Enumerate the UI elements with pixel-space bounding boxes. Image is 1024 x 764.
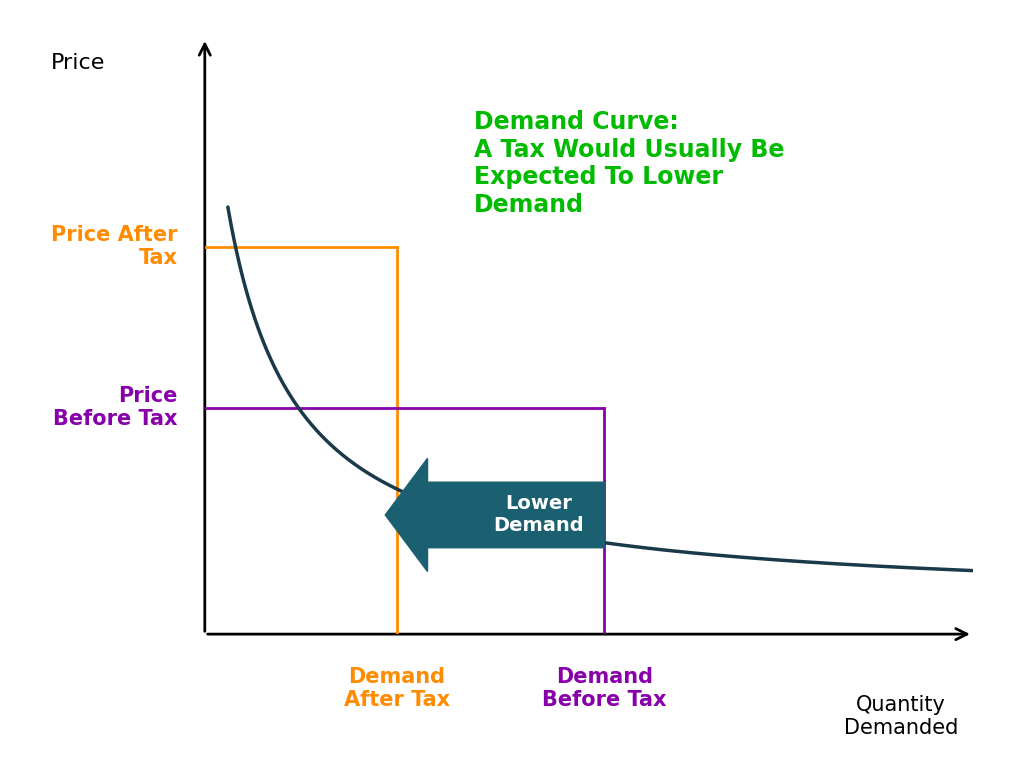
Text: Price: Price xyxy=(51,53,105,73)
Text: Price
Before Tax: Price Before Tax xyxy=(53,386,178,429)
Text: Quantity
Demanded: Quantity Demanded xyxy=(844,695,958,739)
Text: Lower
Demand: Lower Demand xyxy=(494,494,585,536)
Polygon shape xyxy=(385,458,604,571)
Text: Price After
Tax: Price After Tax xyxy=(51,225,178,268)
Text: Demand
After Tax: Demand After Tax xyxy=(344,667,450,710)
Text: Demand
Before Tax: Demand Before Tax xyxy=(542,667,667,710)
Text: Demand Curve:
A Tax Would Usually Be
Expected To Lower
Demand: Demand Curve: A Tax Would Usually Be Exp… xyxy=(474,110,784,217)
